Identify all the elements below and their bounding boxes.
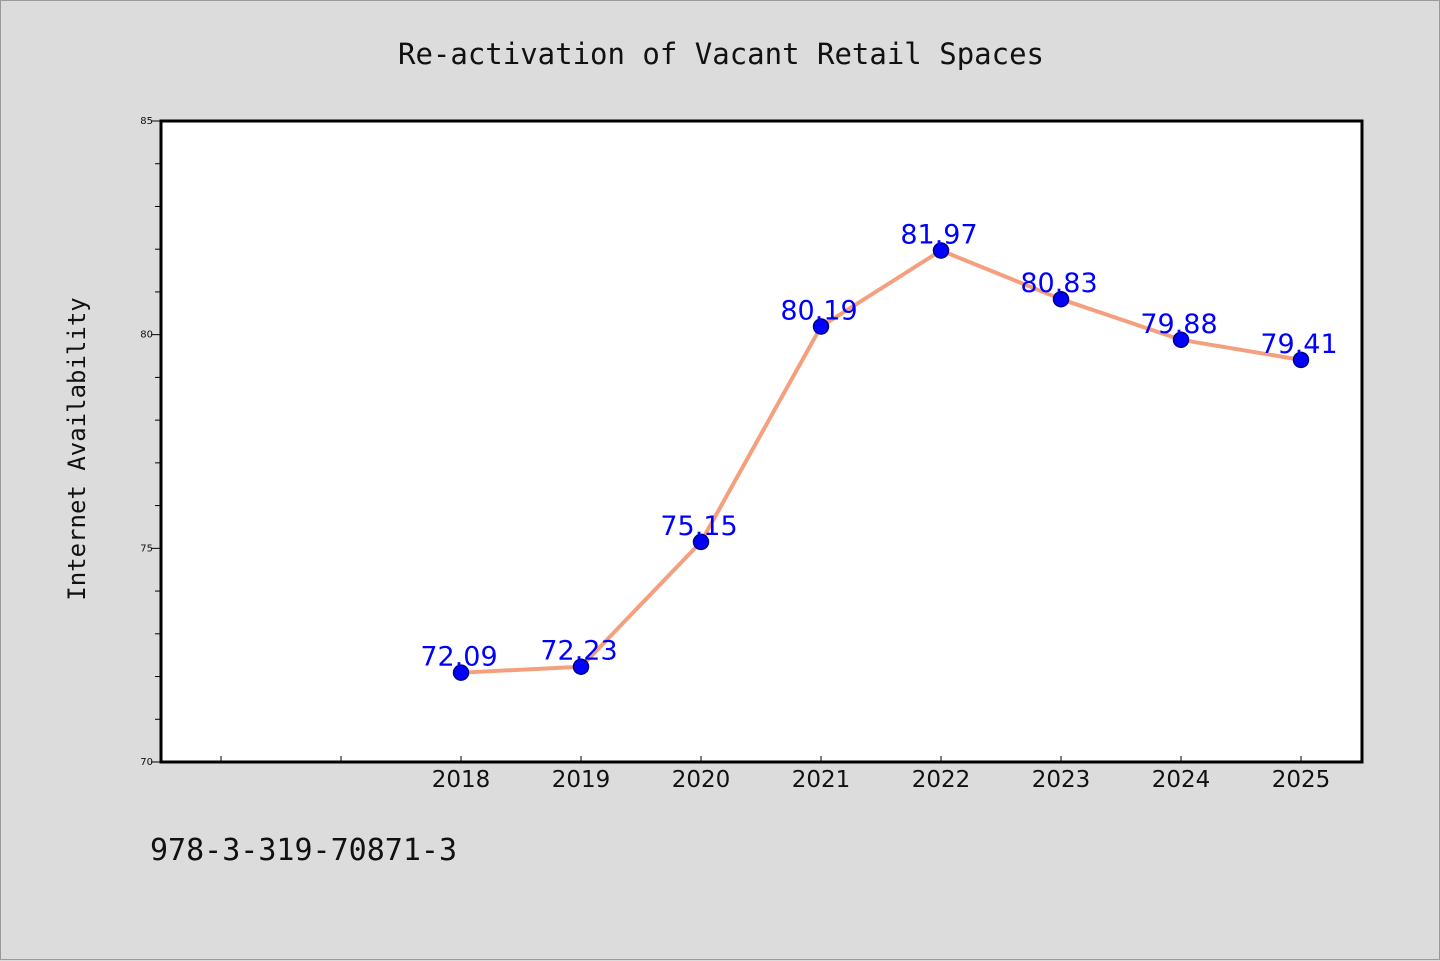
data-label: 79.88 [1140,309,1217,340]
plot-area [161,121,1362,762]
y-axis-label: Internet Availability [63,297,91,600]
data-point [1292,351,1310,369]
y-tick-label: 80 [140,330,153,341]
data-point [452,664,470,681]
data-label: 75.15 [660,511,737,542]
data-label: 79.41 [1260,329,1337,360]
x-axis: 2018 2019 2020 2021 2022 2023 2024 2025 [220,756,1331,793]
data-label: 80.19 [780,296,857,327]
chart-title: Re-activation of Vacant Retail Spaces [398,37,1044,71]
x-tick-label: 2021 [792,767,851,793]
isbn-text: 978-3-319-70871-3 [150,833,458,868]
y-tick-label: 70 [140,757,153,768]
data-point [1052,290,1070,308]
series-line [459,248,1303,675]
data-point [1172,331,1190,349]
x-tick-label: 2022 [912,767,971,793]
y-tick-label: 75 [140,543,153,554]
data-point [812,318,830,335]
data-point [932,242,950,259]
plot-frame [159,119,1364,764]
data-labels: 72.09 72.23 75.15 80.19 81.97 80.83 79.88 79.41 [420,219,1337,672]
x-tick-label: 2024 [1152,767,1211,793]
y-axis: 70 75 80 85 [140,116,161,768]
x-tick-label: 2018 [432,767,491,793]
x-tick-label: 2025 [1272,767,1331,793]
data-label: 72.23 [540,636,617,667]
x-tick-label: 2020 [672,767,731,793]
data-label: 80.83 [1020,268,1097,299]
data-label: 72.09 [420,642,497,673]
data-point [692,533,710,551]
x-tick-label: 2019 [552,767,611,793]
y-tick-label: 85 [140,116,153,127]
data-label: 81.97 [900,219,977,250]
data-point [572,658,590,675]
series-markers [452,242,1310,681]
x-tick-label: 2023 [1032,767,1091,793]
